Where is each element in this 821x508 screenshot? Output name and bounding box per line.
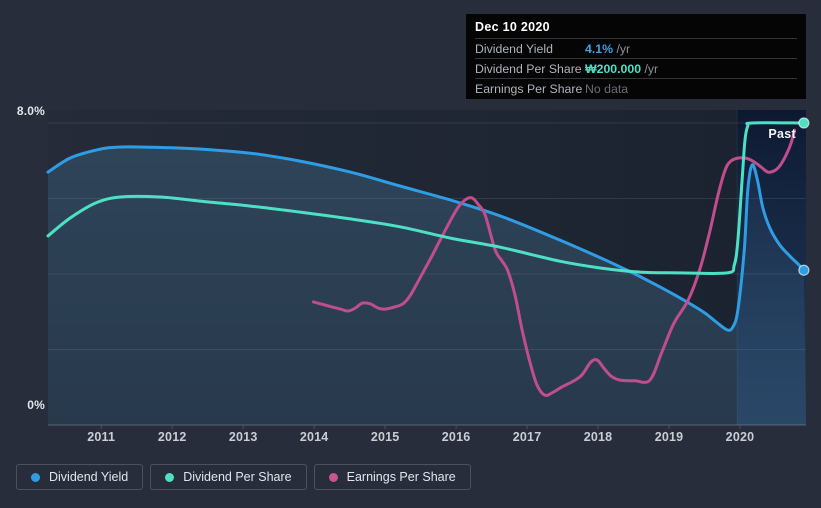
- series-line-dividend-per-share: [46, 121, 806, 275]
- y-axis-label-bottom: 0%: [27, 398, 45, 412]
- tooltip-row-value: 4.1% /yr: [585, 41, 631, 56]
- tooltip-row-unit: /yr: [641, 61, 659, 76]
- tooltip-row-value: No data: [585, 81, 629, 96]
- tooltip-date: Dec 10 2020: [475, 20, 550, 34]
- series-end-dot-dividend-per-share: [798, 117, 810, 129]
- tooltip-row-earnings-per-share: Earnings Per Share No data: [475, 78, 797, 98]
- series-line-dividend-yield: [46, 145, 806, 332]
- tooltip-row-label: Dividend Yield: [475, 41, 553, 56]
- tooltip-row-unit: /yr: [613, 41, 631, 56]
- legend-dot-icon: [31, 472, 40, 482]
- dividend-yield-area: [48, 146, 806, 426]
- tooltip-row-dividend-per-share: Dividend Per Share ₩200.000 /yr: [475, 58, 797, 78]
- tooltip-row-label: Earnings Per Share: [475, 81, 583, 96]
- past-region-label: Past: [768, 127, 796, 141]
- legend-dot-icon: [328, 472, 338, 482]
- x-tick-label-2020: 2020: [725, 430, 755, 444]
- y-axis-label-top: 8.0%: [16, 104, 45, 118]
- legend-item-dividend-yield[interactable]: Dividend Yield: [16, 464, 144, 490]
- tooltip-row-dividend-yield: Dividend Yield 4.1% /yr: [475, 38, 797, 58]
- legend-item-earnings-per-share[interactable]: Earnings Per Share: [313, 464, 471, 490]
- x-tick-label-2018: 2018: [583, 430, 613, 444]
- x-tick-label-2015: 2015: [370, 430, 400, 444]
- x-tick-label-2016: 2016: [441, 430, 471, 444]
- x-tick-label-2017: 2017: [512, 430, 542, 444]
- tooltip-row-label: Dividend Per Share: [475, 61, 582, 76]
- series-line-earnings-per-share: [311, 128, 797, 397]
- x-tick-label-2019: 2019: [654, 430, 684, 444]
- x-axis: 2011 2012 2013 2014 2015 2016 2017 2018 2019 2020: [0, 430, 821, 446]
- x-tick-label-2012: 2012: [157, 430, 187, 444]
- legend-item-label: Earnings Per Share: [346, 470, 456, 484]
- series-end-dot-dividend-yield: [798, 264, 810, 276]
- legend-item-label: Dividend Per Share: [183, 470, 292, 484]
- legend-item-label: Dividend Yield: [49, 470, 129, 484]
- chart-legend: Dividend Yield Dividend Per Share Earnings…: [16, 464, 471, 490]
- tooltip-row-value: ₩200.000 /yr: [585, 61, 659, 76]
- x-tick-label-2014: 2014: [299, 430, 329, 444]
- past-region-band: [737, 110, 806, 425]
- x-tick-label-2013: 2013: [228, 430, 258, 444]
- x-tick-label-2011: 2011: [87, 430, 116, 444]
- legend-dot-icon: [165, 472, 175, 482]
- legend-item-dividend-per-share[interactable]: Dividend Per Share: [150, 464, 307, 490]
- chart-tooltip: Dec 10 2020 Dividend Yield 4.1% /yr Divide…: [466, 14, 806, 99]
